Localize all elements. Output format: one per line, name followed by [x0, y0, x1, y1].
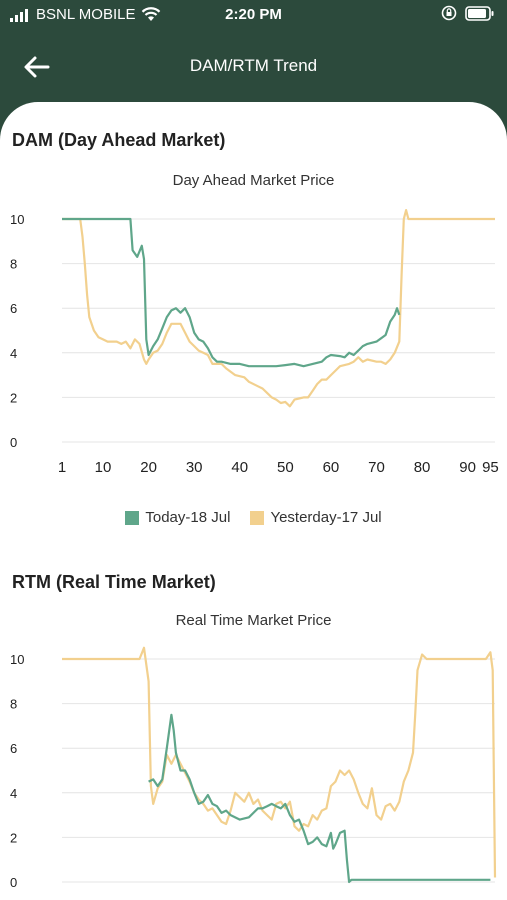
rtm-series-yesterday-17-jul: [62, 646, 497, 878]
rtm-y-tick-label: 2: [10, 830, 17, 845]
dam-y-tick-label: 10: [10, 212, 24, 227]
legend-today[interactable]: Today-18 Jul: [125, 509, 230, 526]
dam-x-tick-label: 60: [323, 459, 340, 476]
status-time: 2:20 PM: [225, 6, 282, 23]
dam-x-tick-label: 20: [140, 459, 157, 476]
rtm-y-tick-label: 6: [10, 741, 17, 756]
rtm-y-tick-label: 4: [10, 786, 17, 801]
back-button[interactable]: [20, 50, 54, 84]
dam-legend: Today-18 Jul Yesterday-17 Jul: [0, 509, 507, 526]
battery-icon: [465, 5, 494, 21]
dam-x-tick-label: 50: [277, 459, 294, 476]
dam-y-tick-label: 2: [10, 390, 17, 405]
page-title: DAM/RTM Trend: [189, 56, 318, 75]
rtm-series-today-18-jul: [148, 713, 491, 884]
dam-section-title: DAM (Day Ahead Market): [12, 130, 226, 150]
arrow-left-icon: [24, 56, 50, 78]
rtm-y-tick-label: 0: [10, 875, 17, 890]
dam-x-tick-label: 40: [231, 459, 248, 476]
dam-y-tick-label: 0: [10, 435, 17, 450]
dam-y-tick-label: 4: [10, 346, 17, 361]
wifi-icon: [142, 7, 161, 21]
dam-x-tick-label: 1: [58, 459, 66, 476]
dam-chart-title: Day Ahead Market Price: [172, 172, 335, 189]
dam-x-tick-label: 90: [459, 459, 476, 476]
nav-bar: DAM/RTM Trend: [0, 32, 507, 102]
rtm-y-tick-label: 8: [10, 697, 17, 712]
dam-x-tick-label: 30: [186, 459, 203, 476]
legend-today-swatch: [125, 510, 140, 525]
dam-series-today-18-jul: [62, 217, 401, 368]
legend-today-label: Today-18 Jul: [145, 509, 231, 526]
status-right: [441, 5, 495, 21]
legend-yesterday-swatch: [250, 510, 265, 525]
content-card: DAM (Day Ahead Market) Day Ahead Market …: [0, 102, 507, 900]
dam-chart[interactable]: 0 2 4 6 8 10 1 10 20 30 40 50 60 70 80 90 95: [0, 202, 507, 482]
rtm-chart-title: Real Time Market Price: [175, 612, 332, 629]
dam-x-tick-label: 95: [482, 459, 499, 476]
dam-y-tick-label: 6: [10, 301, 17, 316]
legend-yesterday[interactable]: Yesterday-17 Jul: [250, 509, 382, 526]
legend-yesterday-label: Yesterday-17 Jul: [270, 509, 382, 526]
status-bar: BSNL MOBILE 2:20 PM: [0, 0, 507, 32]
dam-x-tick-label: 10: [95, 459, 112, 476]
dam-y-tick-label: 8: [10, 257, 17, 272]
status-left: BSNL MOBILE: [10, 6, 161, 23]
rtm-y-tick-label: 10: [10, 652, 24, 667]
rtm-chart[interactable]: 0 2 4 6 8 10: [0, 642, 507, 900]
dam-series-yesterday-17-jul: [62, 209, 495, 408]
rtm-section-title: RTM (Real Time Market): [12, 572, 216, 592]
signal-icon: [10, 8, 28, 22]
orientation-lock-icon: [441, 5, 457, 21]
carrier-label: BSNL MOBILE: [36, 6, 136, 23]
dam-x-tick-label: 70: [368, 459, 385, 476]
dam-x-tick-label: 80: [414, 459, 431, 476]
